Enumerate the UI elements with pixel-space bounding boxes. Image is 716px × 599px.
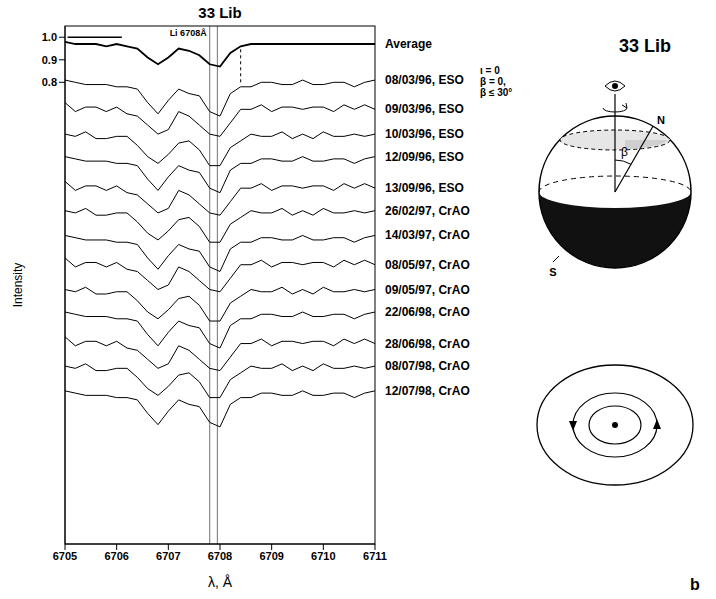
- svg-text:10/03/96, ESO: 10/03/96, ESO: [385, 127, 464, 141]
- svg-text:1.0: 1.0: [42, 31, 57, 43]
- svg-text:0.9: 0.9: [42, 54, 57, 66]
- svg-text:14/03/97, CrAO: 14/03/97, CrAO: [385, 228, 470, 242]
- svg-text:6710: 6710: [311, 550, 335, 562]
- svg-text:08/07/98, CrAO: 08/07/98, CrAO: [385, 359, 470, 373]
- svg-text:6706: 6706: [104, 550, 128, 562]
- svg-text:ι = 0: ι = 0: [480, 65, 500, 76]
- svg-text:09/05/97, CrAO: 09/05/97, CrAO: [385, 283, 470, 297]
- svg-text:08/03/96, ESO: 08/03/96, ESO: [385, 73, 464, 87]
- svg-text:6708: 6708: [208, 550, 232, 562]
- svg-text:13/09/96, ESO: 13/09/96, ESO: [385, 181, 464, 195]
- svg-text:0.8: 0.8: [42, 76, 57, 88]
- svg-text:N: N: [657, 114, 665, 126]
- svg-text:λ, Å: λ, Å: [208, 574, 233, 590]
- svg-text:S: S: [549, 266, 556, 278]
- svg-text:6707: 6707: [156, 550, 180, 562]
- svg-text:08/05/97, CrAO: 08/05/97, CrAO: [385, 258, 470, 272]
- svg-text:6711: 6711: [363, 550, 387, 562]
- svg-text:33 Lib: 33 Lib: [619, 36, 671, 56]
- svg-text:09/03/96, ESO: 09/03/96, ESO: [385, 102, 464, 116]
- svg-text:12/09/96, ESO: 12/09/96, ESO: [385, 150, 464, 164]
- svg-text:28/06/98, CrAO: 28/06/98, CrAO: [385, 337, 470, 351]
- svg-text:12/07/98, CrAO: 12/07/98, CrAO: [385, 384, 470, 398]
- svg-text:Intensity: Intensity: [11, 263, 25, 308]
- svg-text:6705: 6705: [53, 550, 77, 562]
- svg-text:β = 0,: β = 0,: [480, 76, 506, 87]
- svg-text:Li 6708Å: Li 6708Å: [170, 28, 208, 38]
- svg-text:22/06/98, CrAO: 22/06/98, CrAO: [385, 305, 470, 319]
- svg-text:26/02/97, CrAO: 26/02/97, CrAO: [385, 204, 470, 218]
- svg-text:β ≤ 30°: β ≤ 30°: [480, 87, 512, 98]
- svg-text:β: β: [621, 145, 628, 159]
- svg-text:b: b: [690, 576, 700, 593]
- svg-text:6709: 6709: [259, 550, 283, 562]
- svg-text:33 Lib: 33 Lib: [198, 4, 241, 21]
- svg-text:Average: Average: [385, 37, 432, 51]
